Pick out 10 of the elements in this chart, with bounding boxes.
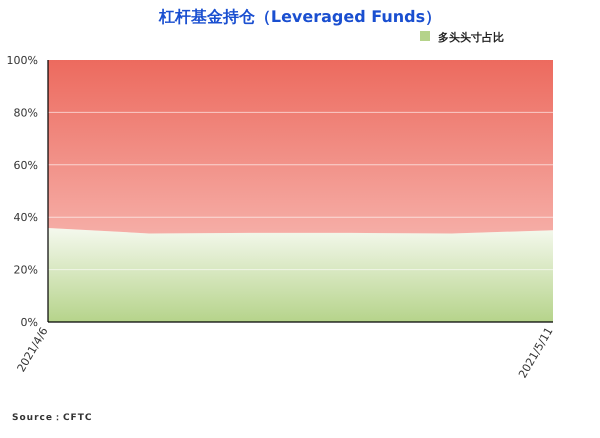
y-tick-label: 60%: [14, 158, 38, 172]
legend-label: 多头头寸占比: [438, 31, 504, 44]
source-note: Source：CFTC: [12, 413, 92, 423]
y-tick-label: 100%: [6, 54, 38, 67]
y-tick-label: 40%: [14, 211, 38, 224]
y-tick-label: 0%: [20, 316, 38, 329]
y-tick-label: 20%: [14, 264, 38, 277]
y-tick-label: 80%: [14, 106, 38, 120]
legend-item: 多头头寸占比: [420, 31, 504, 44]
chart-title: 杠杆基金持仓（Leveraged Funds）: [158, 7, 442, 26]
